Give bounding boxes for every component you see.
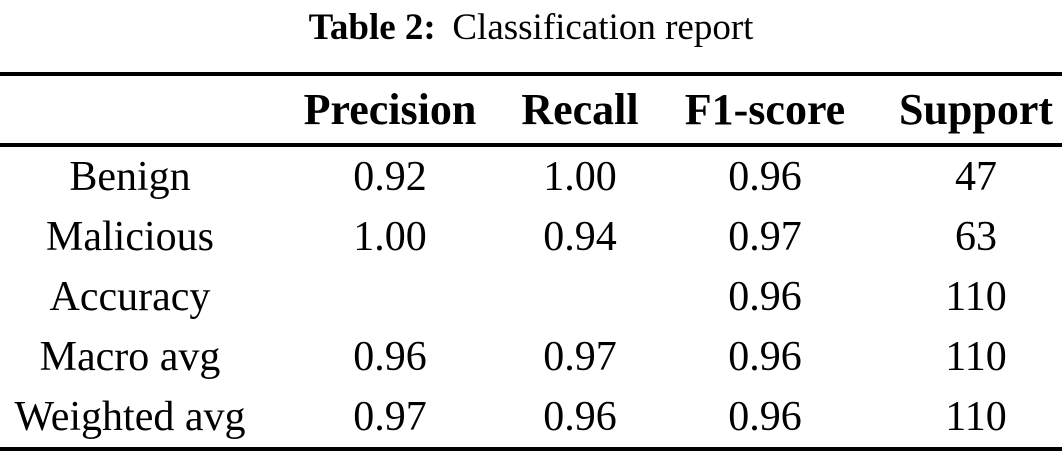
cell-recall: 0.94	[543, 214, 617, 260]
cell-f1-score: 0.96	[728, 334, 802, 380]
cell-support: 110	[945, 394, 1007, 440]
cell-f1-score: 0.97	[728, 214, 802, 260]
row-label: Accuracy	[49, 274, 211, 320]
header-empty-cell	[0, 74, 260, 147]
cell-precision	[260, 267, 520, 327]
header-f1-score: F1-score	[640, 74, 890, 147]
cell-precision: 1.00	[353, 214, 427, 260]
table-row-benign: Benign 0.92 1.00 0.96 47	[0, 145, 1062, 207]
cell-recall: 1.00	[543, 154, 617, 200]
header-row: Precision Recall F1-score Support	[0, 74, 1062, 147]
cell-support: 63	[955, 214, 997, 260]
row-label: Benign	[69, 154, 191, 200]
cell-recall: 0.96	[543, 394, 617, 440]
table-caption-text: Classification report	[452, 7, 754, 48]
cell-f1-score: 0.96	[728, 154, 802, 200]
header-precision: Precision	[260, 74, 520, 147]
cell-support: 110	[945, 334, 1007, 380]
cell-precision: 0.96	[353, 334, 427, 380]
cell-recall	[520, 267, 640, 327]
table-caption-label: Table 2:	[308, 7, 436, 48]
cell-precision: 0.92	[353, 154, 427, 200]
header-support: Support	[890, 74, 1062, 147]
cell-f1-score: 0.96	[728, 274, 802, 320]
cell-recall: 0.97	[543, 334, 617, 380]
row-label: Malicious	[46, 214, 214, 260]
row-label: Weighted avg	[14, 394, 246, 440]
row-label: Macro avg	[39, 334, 221, 380]
header-recall: Recall	[520, 74, 640, 147]
table-row-weighted-avg: Weighted avg 0.97 0.96 0.96 110	[0, 387, 1062, 449]
cell-precision: 0.97	[353, 394, 427, 440]
table-row-malicious: Malicious 1.00 0.94 0.97 63	[0, 207, 1062, 267]
cell-support: 47	[955, 154, 997, 200]
cell-f1-score: 0.96	[728, 394, 802, 440]
table-row-macro-avg: Macro avg 0.96 0.97 0.96 110	[0, 327, 1062, 387]
table-caption: Table 2: Classification report	[0, 0, 1062, 72]
table-row-accuracy: Accuracy 0.96 110	[0, 267, 1062, 327]
cell-support: 110	[945, 274, 1007, 320]
classification-report-table: Precision Recall F1-score Support Benign…	[0, 72, 1062, 451]
